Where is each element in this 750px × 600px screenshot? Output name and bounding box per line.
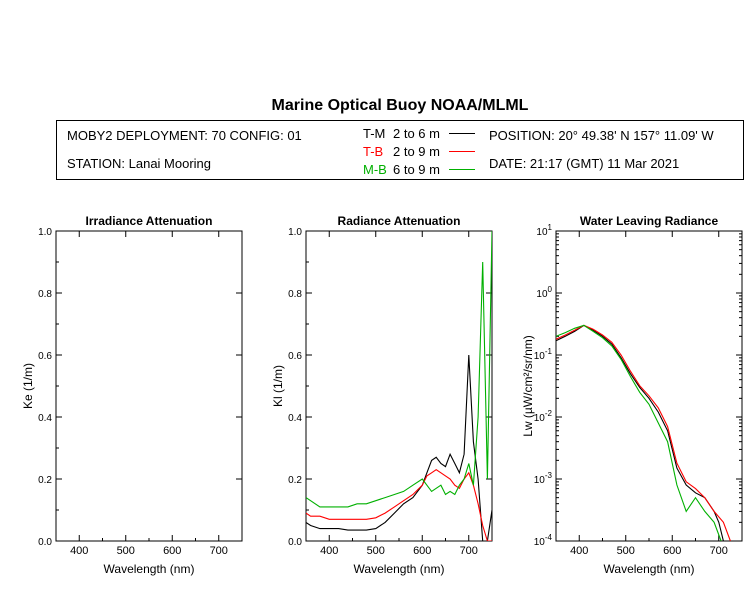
legend-line-tm (449, 133, 475, 134)
radiance-y-tick-label: 0.4 (288, 413, 302, 424)
irradiance-x-tick-label: 400 (70, 545, 88, 557)
water-leaving-frame (555, 230, 743, 542)
legend-line-mb (449, 169, 475, 170)
water-leaving-y-tick-label: 10-3 (534, 471, 553, 486)
radiance-series-m-b (306, 231, 492, 508)
legend-depth-tb: 2 to 9 m (393, 144, 440, 159)
water-leaving-series-group (556, 324, 731, 541)
irradiance-x-axis-label: Wavelength (nm) (104, 562, 195, 576)
radiance-series-t-m (306, 354, 492, 541)
water-leaving-x-tick-label: 500 (617, 545, 635, 557)
position-text: POSITION: 20° 49.38' N 157° 11.09' W (489, 128, 714, 143)
water-leaving-series-t-m (556, 324, 728, 541)
water-leaving-y-tick-label: 100 (536, 285, 552, 300)
legend-label-mb: M-B (363, 162, 387, 177)
radiance-y-tick-label: 1.0 (288, 227, 302, 238)
water-leaving-y-tick-label: 10-2 (534, 409, 553, 424)
station-text: STATION: Lanai Mooring (67, 156, 212, 171)
irradiance-chart-title: Irradiance Attenuation (86, 214, 213, 228)
radiance-y-tick-label: 0.6 (288, 351, 302, 362)
water-leaving-y-axis-label: Lw (µW/cm²/sr/nm) (521, 335, 535, 437)
irradiance-y-tick-label: 0.6 (38, 351, 52, 362)
irradiance-panel: Irradiance Attenuation 400 500 600 700 0.0 0.2… (21, 214, 243, 576)
main-title: Marine Optical Buoy NOAA/MLML (271, 97, 529, 114)
irradiance-x-tick-label: 700 (210, 545, 228, 557)
water-leaving-series-m-b (556, 324, 722, 541)
radiance-series-group (306, 231, 492, 541)
legend-label-tm: T-M (363, 126, 386, 141)
water-leaving-series-t-b (556, 324, 731, 541)
radiance-y-tick-label: 0.0 (288, 537, 302, 548)
water-leaving-y-tick-label: 101 (536, 223, 552, 238)
irradiance-y-tick-label: 0.0 (38, 537, 52, 548)
water-leaving-x-axis-label: Wavelength (nm) (604, 562, 695, 576)
irradiance-y-tick-label: 0.8 (38, 289, 52, 300)
radiance-chart-title: Radiance Attenuation (338, 214, 461, 228)
radiance-x-tick-label: 400 (320, 545, 338, 557)
water-leaving-x-tick-label: 600 (663, 545, 681, 557)
legend-depth-tm: 2 to 6 m (393, 126, 440, 141)
radiance-x-tick-label: 500 (367, 545, 385, 557)
water-leaving-x-tick-label: 700 (710, 545, 728, 557)
irradiance-frame (55, 230, 243, 542)
radiance-panel: Radiance Attenuation 400 500 600 700 0.0 0.2 0.… (271, 214, 493, 576)
radiance-x-tick-label: 700 (460, 545, 478, 557)
water-leaving-panel: Water Leaving Radiance 400 500 600 700 101 100… (521, 214, 743, 576)
water-leaving-y-tick-label: 10-1 (534, 347, 553, 362)
legend-line-tb (449, 151, 475, 152)
irradiance-y-tick-label: 0.2 (38, 475, 52, 486)
water-leaving-y-tick-label: 10-4 (534, 533, 553, 548)
radiance-y-axis-label: Kl (1/m) (271, 365, 285, 407)
radiance-y-tick-label: 0.2 (288, 475, 302, 486)
radiance-series-t-b (306, 469, 492, 541)
radiance-x-tick-label: 600 (413, 545, 431, 557)
irradiance-y-axis-label: Ke (1/m) (21, 363, 35, 409)
irradiance-y-tick-label: 1.0 (38, 227, 52, 238)
deployment-text: MOBY2 DEPLOYMENT: 70 CONFIG: 01 (67, 128, 302, 143)
radiance-frame (305, 230, 493, 542)
radiance-y-tick-label: 0.8 (288, 289, 302, 300)
info-box: MOBY2 DEPLOYMENT: 70 CONFIG: 01 STATION:… (56, 120, 744, 180)
legend-label-tb: T-B (363, 144, 384, 159)
irradiance-y-tick-label: 0.4 (38, 413, 52, 424)
radiance-x-axis-label: Wavelength (nm) (354, 562, 445, 576)
water-leaving-x-tick-label: 400 (570, 545, 588, 557)
irradiance-x-tick-label: 500 (117, 545, 135, 557)
irradiance-x-tick-label: 600 (163, 545, 181, 557)
legend-depth-mb: 6 to 9 m (393, 162, 440, 177)
date-text: DATE: 21:17 (GMT) 11 Mar 2021 (489, 156, 680, 171)
water-leaving-chart-title: Water Leaving Radiance (580, 214, 719, 228)
